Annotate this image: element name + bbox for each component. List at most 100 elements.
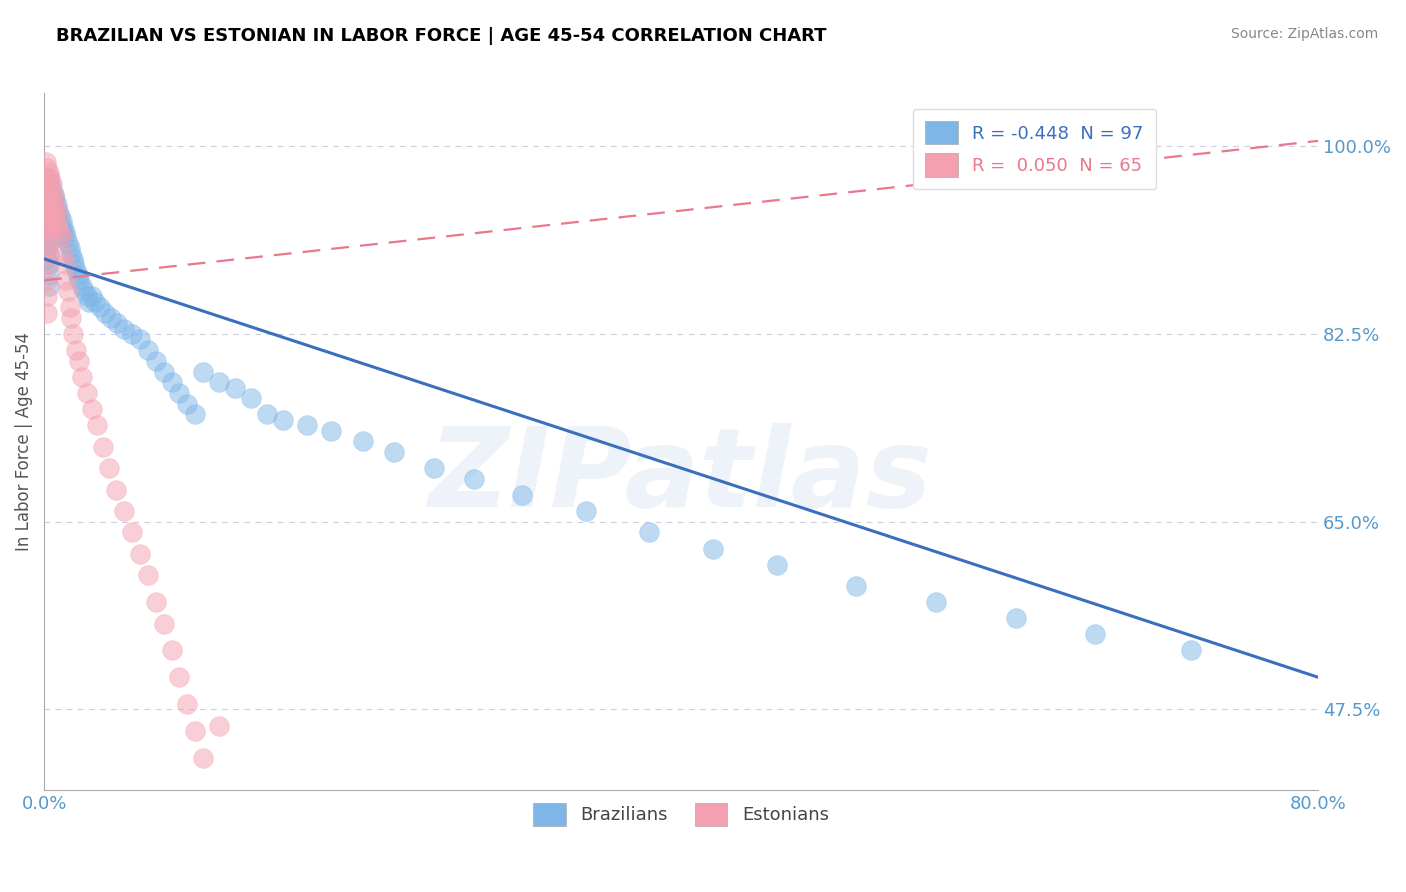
Point <box>37 252 59 266</box>
Point <box>37 177 59 191</box>
Point <box>38 278 60 293</box>
Point <box>256 408 278 422</box>
Point <box>66 268 89 282</box>
Point <box>38 203 60 218</box>
Point <box>55 230 77 244</box>
Point <box>638 525 661 540</box>
Point <box>41 193 63 207</box>
Point <box>93 305 115 319</box>
Point <box>72 278 94 293</box>
Point <box>41 193 63 207</box>
Point <box>136 343 159 357</box>
Point <box>51 230 73 244</box>
Point <box>39 177 62 191</box>
Point <box>55 273 77 287</box>
Point <box>224 381 246 395</box>
Point <box>152 616 174 631</box>
Point <box>37 209 59 223</box>
Point <box>169 670 191 684</box>
Point <box>240 392 263 406</box>
Point <box>702 541 724 556</box>
Point <box>136 568 159 582</box>
Point <box>37 230 59 244</box>
Point <box>38 268 60 282</box>
Point <box>463 472 485 486</box>
Point <box>41 182 63 196</box>
Point <box>37 209 59 223</box>
Point <box>67 273 90 287</box>
Point <box>89 300 111 314</box>
Point <box>37 193 59 207</box>
Point <box>39 198 62 212</box>
Point <box>38 198 60 212</box>
Point <box>48 214 70 228</box>
Point <box>193 750 215 764</box>
Point <box>39 219 62 234</box>
Point <box>145 353 167 368</box>
Point <box>72 370 94 384</box>
Point <box>51 214 73 228</box>
Point <box>121 525 143 540</box>
Point <box>145 595 167 609</box>
Point <box>35 171 58 186</box>
Point <box>65 343 87 357</box>
Point <box>271 413 294 427</box>
Point <box>152 365 174 379</box>
Point <box>169 386 191 401</box>
Point <box>49 209 72 223</box>
Point <box>44 198 66 212</box>
Point <box>73 284 96 298</box>
Point <box>77 294 100 309</box>
Point <box>42 198 65 212</box>
Point <box>104 483 127 497</box>
Point <box>184 408 207 422</box>
Point <box>53 225 76 239</box>
Point <box>160 643 183 657</box>
Point <box>42 203 65 218</box>
Point <box>765 558 787 572</box>
Point <box>91 440 114 454</box>
Point <box>208 376 231 390</box>
Point <box>84 294 107 309</box>
Point <box>176 697 198 711</box>
Point <box>193 365 215 379</box>
Point <box>76 289 98 303</box>
Point <box>845 579 868 593</box>
Point <box>98 461 121 475</box>
Point <box>56 235 79 250</box>
Point <box>63 257 86 271</box>
Point <box>38 235 60 250</box>
Point <box>39 171 62 186</box>
Point <box>44 203 66 218</box>
Point <box>1180 643 1202 657</box>
Point <box>35 209 58 223</box>
Point <box>37 219 59 234</box>
Point <box>35 155 58 169</box>
Point <box>38 182 60 196</box>
Point <box>38 171 60 186</box>
Point <box>38 193 60 207</box>
Point <box>38 246 60 260</box>
Point <box>35 187 58 202</box>
Point <box>52 246 75 260</box>
Point <box>1084 627 1107 641</box>
Point <box>208 718 231 732</box>
Point <box>62 252 84 266</box>
Point <box>49 225 72 239</box>
Point <box>39 187 62 202</box>
Point <box>37 177 59 191</box>
Point <box>37 241 59 255</box>
Point <box>58 300 80 314</box>
Point <box>44 193 66 207</box>
Point <box>45 209 67 223</box>
Point <box>42 187 65 202</box>
Point <box>37 241 59 255</box>
Point <box>35 219 58 234</box>
Point <box>51 225 73 239</box>
Point <box>37 257 59 271</box>
Point <box>62 326 84 341</box>
Point <box>37 305 59 319</box>
Point <box>86 418 108 433</box>
Point <box>60 246 83 260</box>
Point <box>352 434 374 449</box>
